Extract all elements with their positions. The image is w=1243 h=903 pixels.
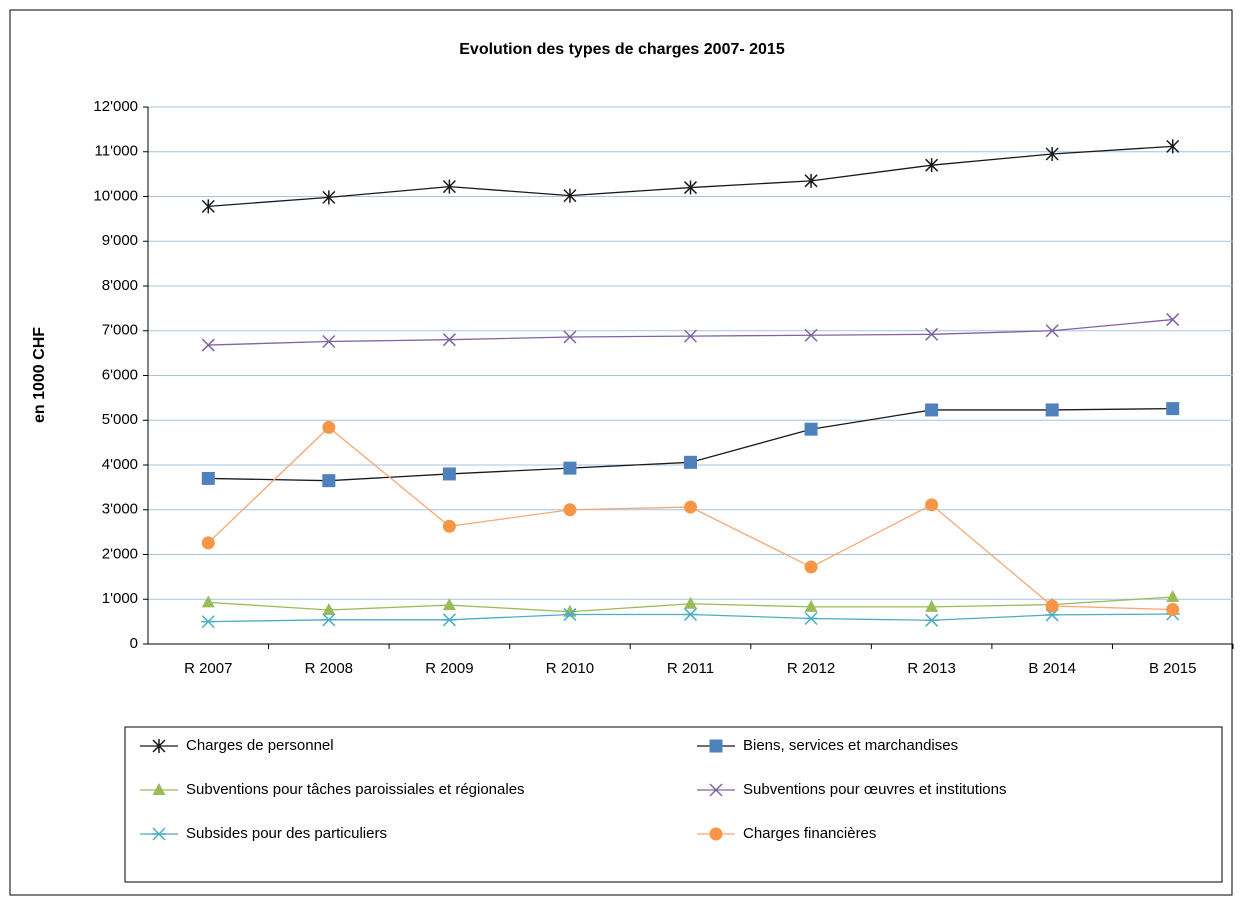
marker bbox=[442, 613, 457, 627]
y-tick-label: 12'000 bbox=[93, 98, 138, 115]
y-tick-label: 8'000 bbox=[102, 277, 138, 294]
legend-label: Biens, services et marchandises bbox=[743, 737, 958, 754]
marker bbox=[321, 613, 336, 627]
y-tick-label: 2'000 bbox=[102, 545, 138, 562]
marker bbox=[683, 180, 698, 195]
marker bbox=[684, 455, 697, 469]
x-tick-label: R 2010 bbox=[546, 660, 594, 677]
y-tick-label: 11'000 bbox=[95, 143, 138, 160]
marker bbox=[684, 500, 697, 514]
marker bbox=[925, 599, 939, 612]
marker bbox=[322, 190, 336, 205]
legend-label: Subsides pour des particuliers bbox=[186, 825, 387, 842]
marker bbox=[442, 598, 456, 611]
marker bbox=[1166, 402, 1180, 416]
y-tick-label: 1'000 bbox=[102, 590, 138, 607]
legend-label: Charges de personnel bbox=[186, 737, 334, 754]
marker bbox=[201, 536, 215, 550]
x-tick-label: B 2015 bbox=[1149, 660, 1197, 677]
legend-label: Subventions pour œuvres et institutions bbox=[743, 781, 1006, 798]
marker bbox=[442, 519, 456, 533]
marker bbox=[322, 334, 336, 349]
marker bbox=[201, 199, 215, 214]
legend-label: Charges financières bbox=[743, 825, 876, 842]
y-tick-label: 6'000 bbox=[102, 366, 138, 383]
marker bbox=[442, 467, 456, 481]
y-axis-label: en 1000 CHF bbox=[31, 327, 48, 423]
legend-marker bbox=[709, 827, 723, 841]
marker bbox=[683, 329, 698, 343]
marker bbox=[442, 179, 456, 194]
y-tick-label: 9'000 bbox=[102, 232, 138, 249]
marker bbox=[1166, 603, 1180, 617]
legend-label: Subventions pour tâches paroissiales et … bbox=[186, 781, 525, 798]
marker bbox=[322, 602, 336, 615]
x-tick-label: R 2013 bbox=[907, 660, 955, 677]
marker bbox=[1045, 403, 1059, 417]
marker bbox=[925, 158, 939, 173]
marker bbox=[201, 595, 215, 608]
x-tick-label: R 2007 bbox=[184, 660, 232, 677]
legend-marker bbox=[709, 739, 723, 753]
marker bbox=[563, 503, 577, 517]
marker bbox=[804, 173, 818, 188]
marker bbox=[1045, 324, 1059, 338]
marker bbox=[684, 596, 697, 609]
legend-box bbox=[124, 726, 1223, 883]
marker bbox=[1166, 139, 1180, 154]
marker bbox=[1045, 146, 1059, 161]
marker bbox=[804, 611, 819, 626]
y-tick-label: 10'000 bbox=[93, 187, 138, 204]
x-tick-label: R 2009 bbox=[425, 660, 473, 677]
marker bbox=[201, 338, 215, 352]
marker bbox=[925, 327, 939, 341]
marker bbox=[201, 615, 216, 629]
marker bbox=[563, 188, 577, 203]
marker bbox=[322, 420, 336, 434]
marker bbox=[1045, 599, 1059, 613]
marker bbox=[1166, 313, 1180, 327]
chart-title: Evolution des types de charges 2007- 201… bbox=[459, 41, 785, 58]
marker bbox=[442, 333, 456, 347]
x-tick-label: R 2008 bbox=[305, 660, 353, 677]
y-tick-label: 7'000 bbox=[102, 322, 138, 339]
marker bbox=[804, 328, 818, 342]
marker bbox=[925, 498, 939, 512]
marker bbox=[563, 330, 577, 344]
legend-marker bbox=[152, 827, 166, 841]
marker bbox=[683, 607, 698, 621]
y-tick-label: 3'000 bbox=[102, 501, 138, 518]
marker bbox=[1166, 590, 1180, 603]
y-tick-label: 4'000 bbox=[102, 456, 138, 473]
legend-marker bbox=[152, 739, 166, 753]
legend-marker bbox=[152, 783, 166, 795]
marker bbox=[925, 403, 939, 417]
x-tick-label: R 2011 bbox=[667, 660, 714, 677]
marker bbox=[804, 422, 818, 436]
marker bbox=[322, 474, 336, 488]
marker bbox=[924, 613, 939, 627]
y-tick-label: 0 bbox=[130, 635, 138, 652]
y-tick-label: 5'000 bbox=[102, 411, 138, 428]
marker bbox=[804, 560, 818, 574]
marker bbox=[201, 471, 215, 485]
marker bbox=[562, 607, 577, 621]
legend-marker bbox=[709, 783, 723, 797]
marker bbox=[804, 599, 818, 612]
marker bbox=[563, 461, 577, 475]
x-tick-label: R 2012 bbox=[787, 660, 835, 677]
x-tick-label: B 2014 bbox=[1028, 660, 1076, 677]
